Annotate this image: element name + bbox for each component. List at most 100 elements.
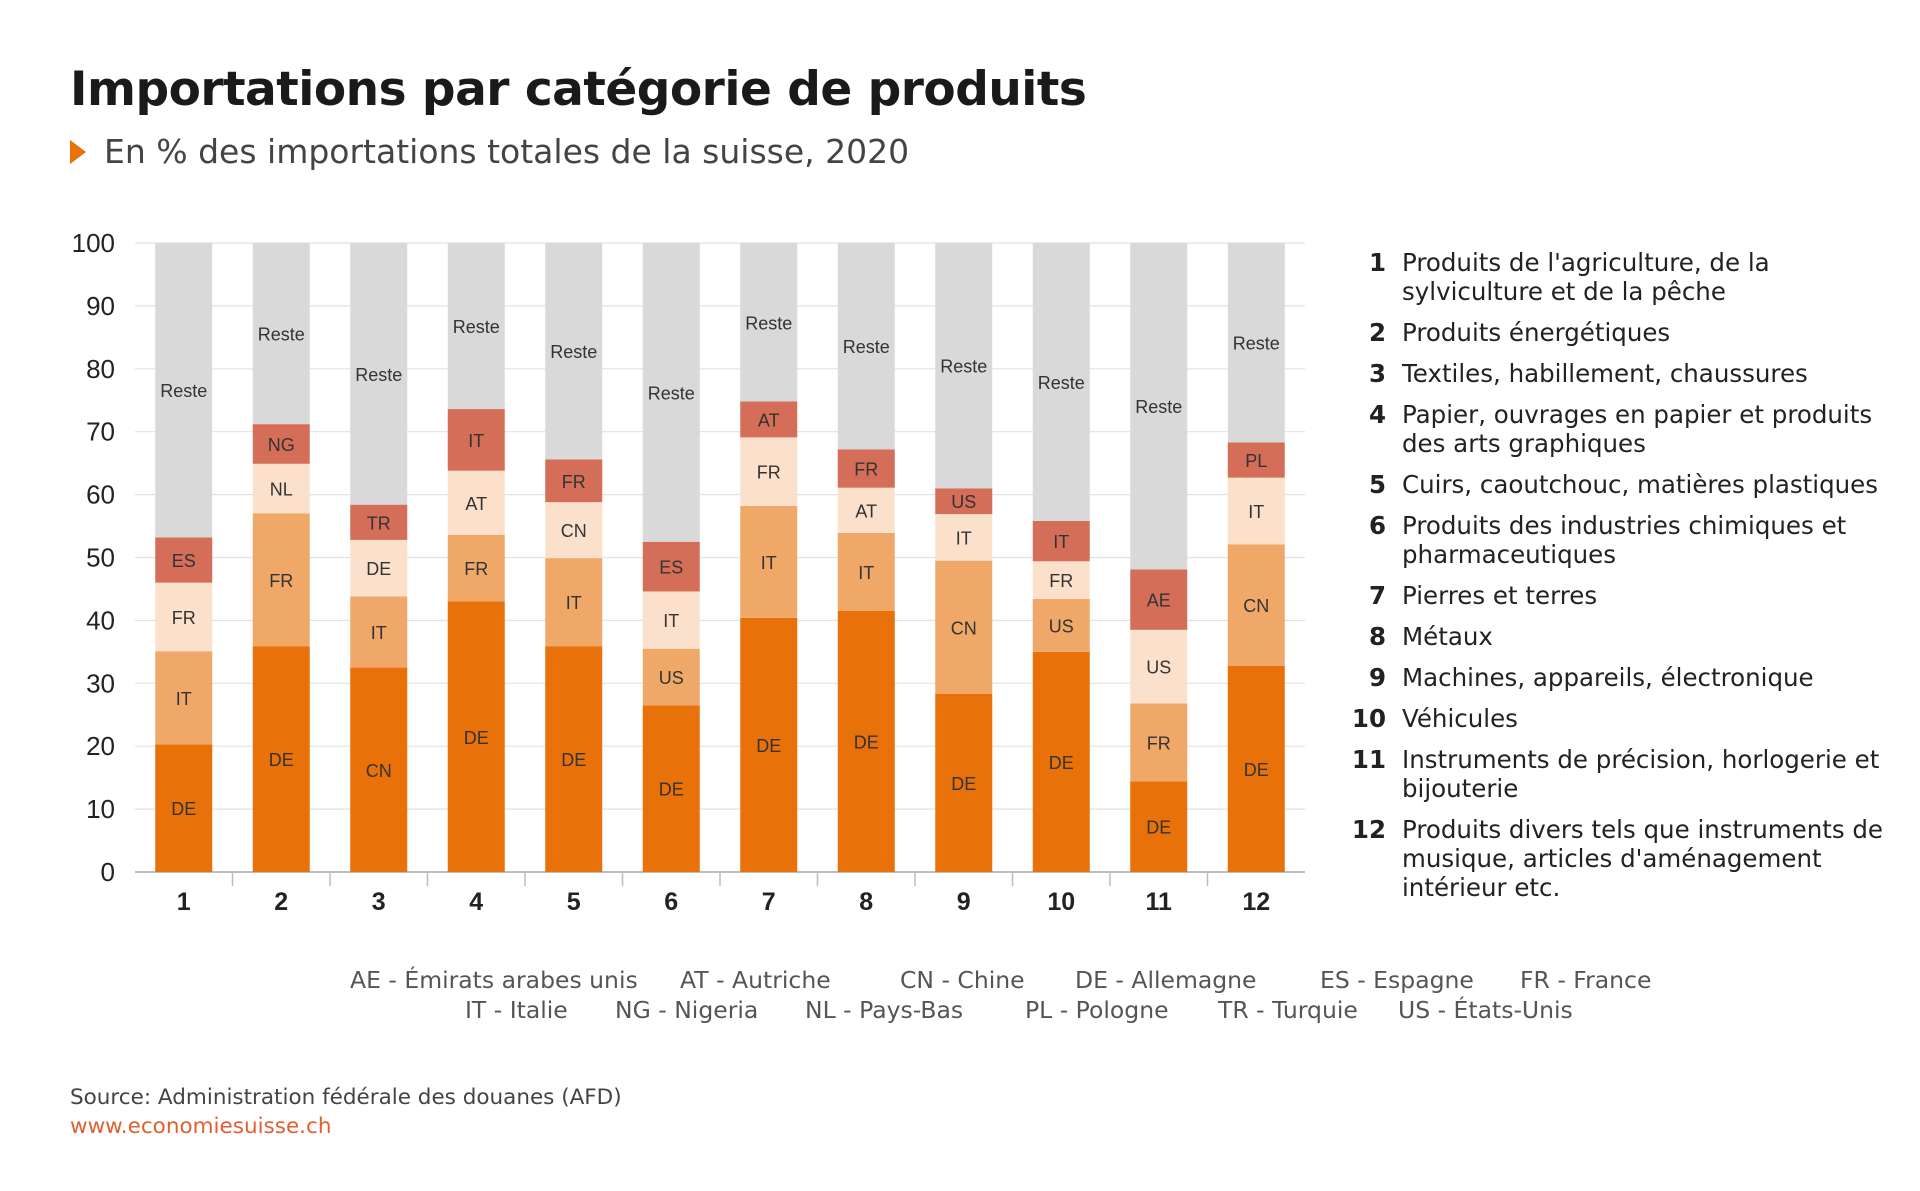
- y-tick-label: 50: [86, 543, 115, 573]
- country-code-item: NL - Pays-Bas: [805, 996, 964, 1024]
- segment-label: Reste: [648, 383, 695, 403]
- legend-item-label: Véhicules: [1402, 704, 1518, 733]
- segment-label: CN: [951, 618, 977, 638]
- segment-label: DE: [854, 732, 879, 752]
- segment-label: US: [659, 668, 684, 688]
- x-tick-label: 11: [1146, 888, 1173, 916]
- bar-segment-de: [447, 601, 505, 872]
- segment-label: AT: [758, 410, 780, 430]
- website-link[interactable]: www.economiesuisse.ch: [70, 1114, 332, 1139]
- segment-label: Reste: [550, 342, 597, 362]
- legend-item-number: 4: [1368, 400, 1386, 429]
- legend-item: 11 Instruments de précision, horlogerie e…: [1350, 745, 1910, 803]
- country-code-item: ES - Espagne: [1320, 966, 1474, 994]
- bar-segment-us: [935, 488, 993, 515]
- legend-item: 5 Cuirs, caoutchouc, matières plastiques: [1350, 470, 1910, 499]
- bar-segment-reste: [1032, 243, 1090, 522]
- y-tick-label: 0: [101, 857, 115, 887]
- legend-item-label: Machines, appareils, électronique: [1402, 663, 1814, 692]
- legend-item-number: 1: [1368, 248, 1386, 277]
- bar-segment-fr: [1032, 561, 1090, 600]
- legend-item: 4 Papier, ouvrages en papier et produits …: [1350, 400, 1910, 458]
- bar-segment-fr: [252, 513, 310, 647]
- bar-segment-de: [935, 693, 993, 872]
- segment-label: CN: [1243, 596, 1269, 616]
- segment-label: Reste: [355, 365, 402, 385]
- bar-segment-cn: [350, 667, 408, 872]
- y-tick-label: 40: [86, 605, 115, 635]
- legend-item-label: Papier, ouvrages en papier et produits d…: [1402, 400, 1873, 458]
- y-tick-label: 70: [86, 417, 115, 447]
- bar-segment-it: [642, 591, 700, 649]
- country-code-item: AE - Émirats arabes unis: [350, 966, 638, 994]
- segment-label: FR: [172, 608, 196, 628]
- segment-label: ES: [659, 558, 683, 578]
- bar-segment-at: [837, 487, 895, 533]
- chart-subtitle-text: En % des importations totales de la suis…: [104, 132, 910, 171]
- legend-item: 3 Textiles, habillement, chaussures: [1350, 359, 1910, 388]
- segment-label: DE: [561, 750, 586, 770]
- segment-label: AT: [465, 494, 487, 514]
- bar-segment-ae: [1130, 569, 1188, 630]
- bar-segment-ng: [252, 424, 310, 464]
- legend-item-label: Produits énergétiques: [1402, 318, 1671, 347]
- segment-label: Reste: [160, 381, 207, 401]
- bar-segment-de: [252, 646, 310, 872]
- segment-label: FR: [1147, 733, 1171, 753]
- segment-label: IT: [1248, 502, 1264, 522]
- segment-label: Reste: [843, 337, 890, 357]
- bar-segment-reste: [1227, 243, 1285, 443]
- bar-segment-us: [642, 648, 700, 706]
- legend-item-number: 3: [1368, 359, 1386, 388]
- bar-segment-pl: [1227, 442, 1285, 478]
- bar-segment-cn: [545, 502, 603, 559]
- bar-segment-fr: [740, 437, 798, 506]
- bar-segment-reste: [1130, 243, 1188, 570]
- x-tick-label: 7: [762, 888, 776, 916]
- legend-item-number: 11: [1351, 745, 1386, 774]
- bar-segment-cn: [935, 560, 993, 694]
- country-code-item: TR - Turquie: [1218, 996, 1358, 1024]
- country-code-item: FR - France: [1520, 966, 1652, 994]
- segment-label: Reste: [453, 317, 500, 337]
- y-tick-label: 60: [86, 480, 115, 510]
- x-tick-label: 9: [957, 888, 971, 916]
- legend-item-label: Produits de l'agriculture, de la sylvicu…: [1402, 248, 1770, 306]
- bar-segment-de: [1130, 781, 1188, 872]
- segment-label: IT: [663, 611, 679, 631]
- segment-label: US: [951, 492, 976, 512]
- segment-label: DE: [951, 774, 976, 794]
- bar-segment-it: [350, 596, 408, 668]
- segment-label: IT: [858, 563, 874, 583]
- legend-item: 7 Pierres et terres: [1350, 581, 1910, 610]
- bar-segment-it: [447, 409, 505, 471]
- y-tick-label: 10: [86, 794, 115, 824]
- x-tick-label: 5: [567, 888, 581, 916]
- source-note: Source: Administration fédérale des doua…: [70, 1085, 622, 1110]
- chart-subtitle: En % des importations totales de la suis…: [70, 132, 909, 171]
- legend-item: 9 Machines, appareils, électronique: [1350, 663, 1910, 692]
- x-tick-label: 12: [1242, 888, 1270, 916]
- bar-segment-at: [447, 470, 505, 535]
- segment-label: DE: [756, 736, 781, 756]
- bar-segment-it: [935, 514, 993, 561]
- bar-segment-reste: [935, 243, 993, 489]
- segment-label: DE: [269, 750, 294, 770]
- legend-item-number: 2: [1368, 318, 1386, 347]
- segment-label: DE: [1049, 753, 1074, 773]
- bar-segment-us: [1130, 629, 1188, 704]
- bar-segment-at: [740, 401, 798, 438]
- legend-item-number: 8: [1368, 622, 1386, 651]
- category-legend: 1 Produits de l'agriculture, de la sylvic…: [1350, 248, 1910, 914]
- bar-segment-de: [837, 610, 895, 872]
- bar-segment-fr: [545, 459, 603, 503]
- segment-label: IT: [176, 689, 192, 709]
- bar-segment-de: [545, 646, 603, 872]
- bar-segment-it: [837, 532, 895, 611]
- bar-segment-de: [1032, 651, 1090, 872]
- country-code-item: AT - Autriche: [680, 966, 831, 994]
- segment-label: FR: [464, 559, 488, 579]
- country-code-item: PL - Pologne: [1025, 996, 1169, 1024]
- y-tick-label: 80: [86, 354, 115, 384]
- bar-segment-nl: [252, 463, 310, 514]
